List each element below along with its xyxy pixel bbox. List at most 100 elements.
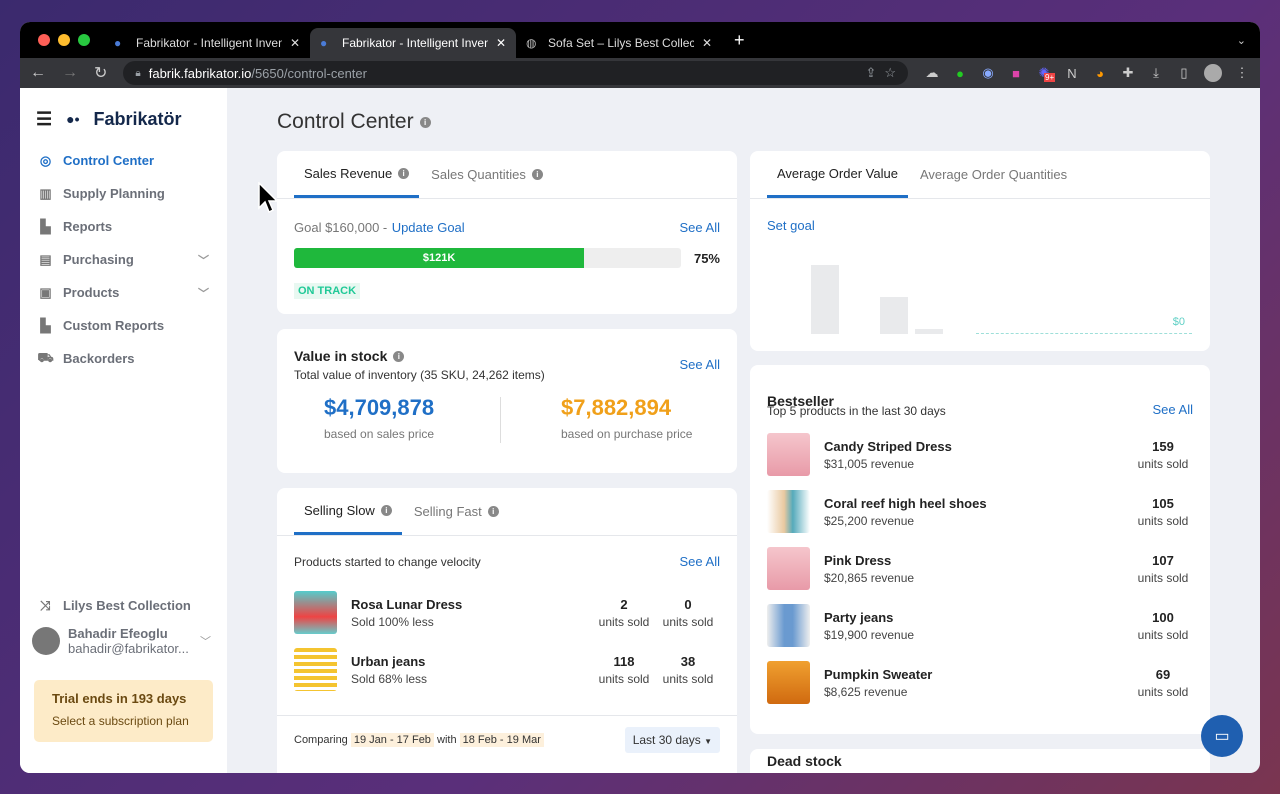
see-all-link[interactable]: See All — [1152, 402, 1193, 417]
info-icon[interactable]: i — [487, 506, 499, 517]
set-goal-link[interactable]: Set goal — [767, 218, 815, 233]
browser-tab[interactable]: ● Fabrikator - Intelligent Inventory ✕ — [104, 28, 310, 58]
tab-average-order-value[interactable]: Average Order Value — [767, 151, 908, 198]
info-icon[interactable]: i — [398, 167, 410, 179]
info-icon[interactable]: i — [419, 116, 431, 128]
sidebar-item-products[interactable]: ▣ Products ﹀ — [20, 276, 227, 309]
tab-label: Sales Revenue — [304, 165, 393, 181]
product-revenue: $8,625 revenue — [824, 684, 908, 699]
sidebar-item-label: Control Center — [63, 153, 154, 168]
coins-icon: ▤ — [39, 251, 52, 267]
subscription-link[interactable]: Select a subscription plan — [52, 714, 189, 728]
close-tab-icon[interactable]: ✕ — [289, 36, 300, 50]
chevron-down-icon[interactable]: ﹀ — [200, 636, 211, 648]
list-item[interactable]: Coral reef high heel shoes $25,200 revenu… — [767, 483, 1193, 540]
trial-banner[interactable]: Trial ends in 193 days Select a subscrip… — [34, 680, 213, 742]
back-icon[interactable]: ← — [30, 64, 46, 81]
reload-icon[interactable]: ↻ — [94, 65, 108, 82]
list-item[interactable]: Party jeans $19,900 revenue 100 units sold — [767, 597, 1193, 654]
date-range-previous: 18 Feb - 19 Mar — [459, 733, 544, 747]
lock-icon: 🔒︎ — [135, 67, 141, 79]
browser-tab-active[interactable]: ● Fabrikator - Intelligent Inventory ✕ — [310, 28, 516, 58]
see-all-link[interactable]: See All — [679, 357, 720, 372]
store-switcher[interactable]: ⤨ Lilys Best Collection — [20, 589, 227, 622]
puzzle-icon[interactable]: ✚ — [1122, 65, 1134, 80]
tab-title: Sofa Set – Lilys Best Collection — [548, 36, 694, 50]
sidebar-item-supply-planning[interactable]: ▥ Supply Planning — [20, 177, 227, 210]
update-goal-link[interactable]: Update Goal — [391, 219, 465, 235]
info-icon[interactable]: i — [393, 350, 405, 362]
url-input[interactable]: 🔒︎ fabrik.fabrikator.io/5650/control-cent… — [123, 61, 908, 85]
profile-avatar[interactable] — [1204, 64, 1222, 82]
value-amount: $7,882,894 — [561, 395, 672, 420]
cloud-extension-icon[interactable]: ☁ — [925, 65, 939, 80]
info-icon[interactable]: i — [380, 504, 392, 516]
tab-average-order-quantities[interactable]: Average Order Quantities — [910, 151, 1077, 198]
sidebar-item-control-center[interactable]: ◎ Control Center — [20, 144, 227, 177]
list-item[interactable]: Pink Dress $20,865 revenue 107 units sold — [767, 540, 1193, 597]
notion-extension-icon[interactable]: N — [1067, 65, 1077, 81]
close-window-button[interactable] — [38, 34, 50, 46]
close-tab-icon[interactable]: ✕ — [495, 36, 506, 50]
sidebar-item-purchasing[interactable]: ▤ Purchasing ﹀ — [20, 243, 227, 276]
sidebar-item-backorders[interactable]: ⛟ Backorders — [20, 342, 227, 375]
extension-badge-icon[interactable]: ✺9+ — [1036, 65, 1056, 82]
sidebar-item-custom-reports[interactable]: ▙ Custom Reports — [20, 309, 227, 342]
minimize-button[interactable] — [58, 34, 70, 46]
chevron-down-icon[interactable]: ﹀ — [198, 254, 209, 267]
tab-search-chevron-icon[interactable]: ⌄ — [1236, 34, 1246, 47]
tab-selling-fast[interactable]: Selling Fast i — [404, 488, 509, 535]
forward-icon[interactable]: → — [62, 64, 78, 81]
list-item[interactable]: Candy Striped Dress $31,005 revenue 159 uni… — [767, 426, 1193, 483]
sidepanel-icon[interactable]: ▯ — [1180, 65, 1188, 80]
bestseller-list: Candy Striped Dress $31,005 revenue 159 uni… — [767, 426, 1193, 711]
inbox-icon: ▣ — [39, 284, 52, 300]
url-host: fabrik.fabrikator.io — [148, 65, 252, 81]
units-label: units sold — [1137, 456, 1189, 471]
close-tab-icon[interactable]: ✕ — [701, 36, 712, 50]
chat-button[interactable]: ▭ — [1201, 715, 1243, 757]
sidebar-item-label: Purchasing — [63, 252, 134, 267]
tab-sales-quantities[interactable]: Sales Quantities i — [421, 151, 553, 198]
url-path: /5650/control-center — [251, 65, 367, 81]
hamburger-menu-icon[interactable]: ☰ — [36, 108, 53, 129]
see-all-link[interactable]: See All — [679, 554, 720, 569]
figma-extension-icon[interactable]: ■ — [1012, 65, 1020, 81]
list-item[interactable]: Rosa Lunar Dress Sold 100% less 2 units sol… — [294, 584, 720, 641]
star-icon[interactable]: ☆ — [884, 65, 896, 80]
menu-dots-icon[interactable]: ⋮ — [1235, 65, 1249, 80]
chevron-down-icon[interactable]: ﹀ — [198, 287, 209, 300]
share-icon[interactable]: ⇪ — [865, 65, 877, 80]
tab-label: Sales Quantities — [431, 167, 526, 182]
value-caption: based on purchase price — [561, 427, 693, 441]
info-icon[interactable]: i — [531, 169, 543, 180]
maximize-button[interactable] — [78, 34, 90, 46]
units-after: 0 — [684, 596, 692, 612]
list-item[interactable]: Pumpkin Sweater $8,625 revenue 69 units sol… — [767, 654, 1193, 711]
units-before: 2 — [620, 596, 628, 612]
period-label: Last 30 days — [632, 733, 701, 747]
brand-name: Fabrikatör — [93, 108, 182, 129]
value-in-stock-card: Value in stock i Total value of inventory… — [277, 329, 737, 473]
new-tab-icon[interactable]: + — [734, 29, 745, 50]
browser-tab[interactable]: ◍ Sofa Set – Lilys Best Collection ✕ — [516, 28, 722, 58]
see-all-link[interactable]: See All — [679, 219, 720, 235]
user-email: bahadir@fabrikator... — [68, 641, 189, 656]
user-menu[interactable]: Bahadir Efeoglu bahadir@fabrikator... ﹀ — [32, 626, 211, 656]
color-extension-icon[interactable]: ◕ — [1096, 65, 1104, 81]
download-icon[interactable]: ⤓ — [1153, 65, 1159, 80]
shuffle-icon: ⤨ — [40, 597, 51, 613]
tab-sales-revenue[interactable]: Sales Revenue i — [294, 151, 420, 198]
average-order-card: Average Order Value Average Order Quantit… — [750, 151, 1210, 351]
card-subtitle: Total value of inventory (35 SKU, 24,262… — [294, 368, 545, 382]
tab-selling-slow[interactable]: Selling Slow i — [294, 488, 402, 535]
password-extension-icon[interactable]: ◉ — [982, 65, 994, 80]
product-name: Pumpkin Sweater — [824, 666, 933, 682]
units-sold: 69 — [1155, 666, 1171, 682]
period-dropdown[interactable]: Last 30 days ▼ — [624, 727, 720, 753]
sidebar-item-reports[interactable]: ▙ Reports — [20, 210, 227, 243]
product-thumbnail — [767, 604, 810, 647]
green-extension-icon[interactable]: ● — [956, 65, 964, 81]
list-item[interactable]: Urban jeans Sold 68% less 118 units sold 38 u… — [294, 641, 720, 698]
tab-bar: ● Fabrikator - Intelligent Inventory ✕ ● Fa… — [20, 22, 1260, 58]
